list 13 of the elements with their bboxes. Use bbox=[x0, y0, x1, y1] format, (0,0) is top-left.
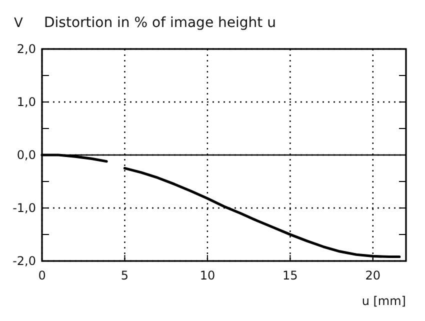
x-tick-label: 5 bbox=[120, 268, 129, 283]
y-tick-label: -2,0 bbox=[12, 254, 36, 268]
y-tick-label: 1,0 bbox=[16, 94, 36, 109]
y-tick-label: 2,0 bbox=[16, 42, 36, 56]
x-axis-title: u [mm] bbox=[362, 294, 406, 308]
y-tick-label: 0,0 bbox=[16, 148, 36, 162]
y-tick-label: -1,0 bbox=[12, 200, 36, 215]
chart-title: Distortion in % of image height u bbox=[44, 15, 276, 31]
x-tick-label: 10 bbox=[200, 268, 216, 283]
y-axis-title: V bbox=[14, 16, 23, 31]
x-tick-label: 15 bbox=[282, 268, 298, 283]
x-tick-label: 20 bbox=[365, 268, 381, 283]
x-tick-label: 0 bbox=[38, 268, 46, 283]
